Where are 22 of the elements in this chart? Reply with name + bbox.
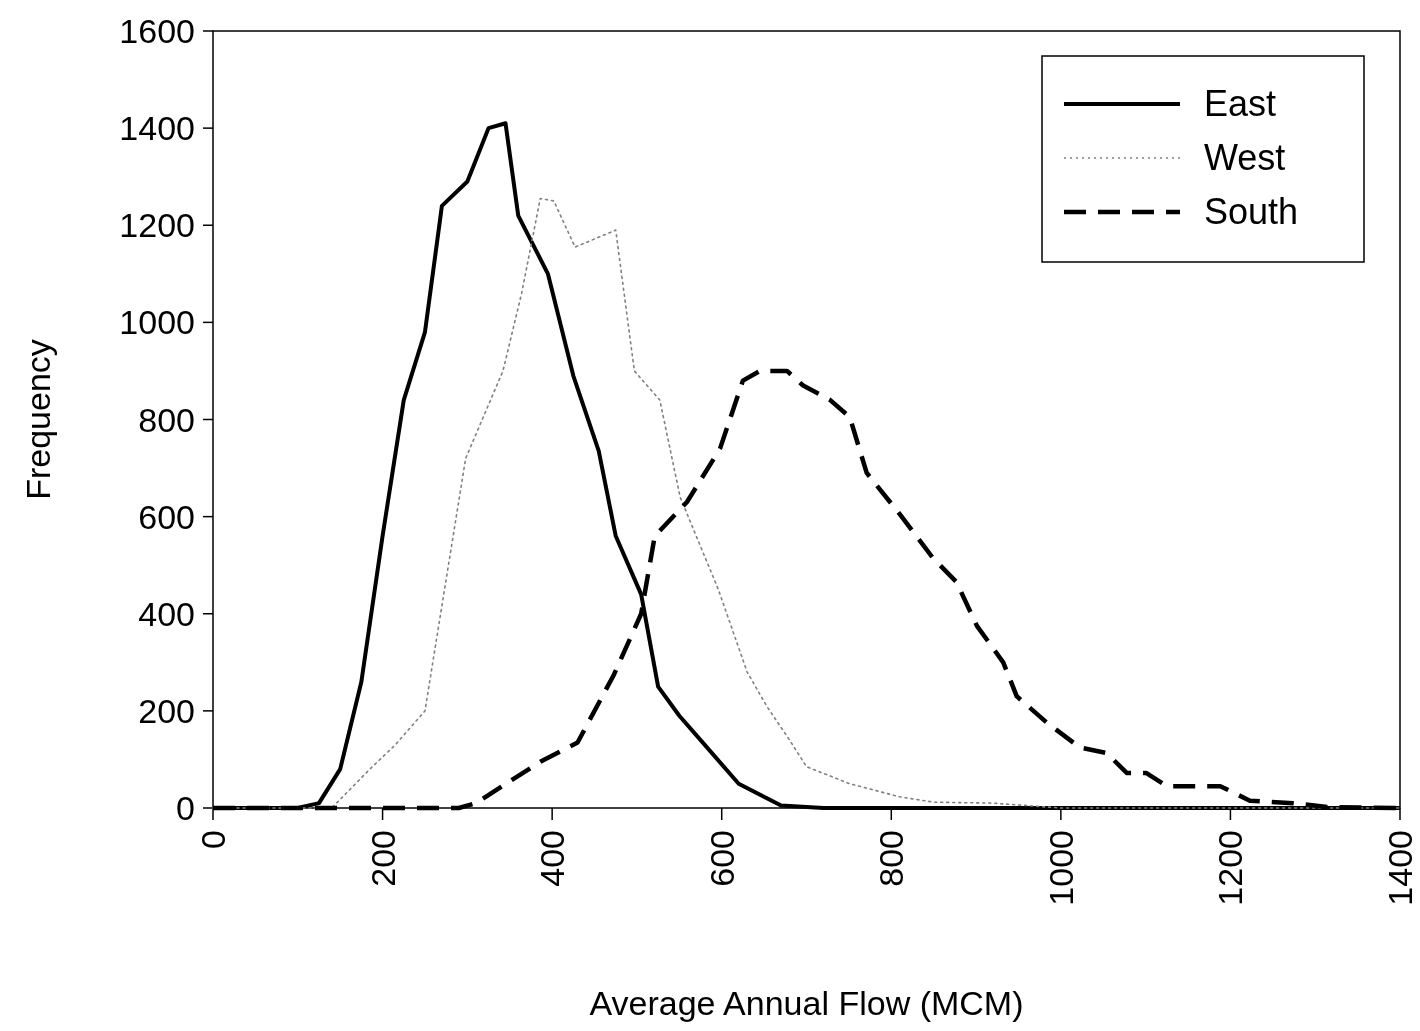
y-tick-label: 400 xyxy=(138,594,195,633)
x-tick-label: 600 xyxy=(702,830,741,887)
y-tick-label: 1000 xyxy=(119,303,195,342)
legend-label: West xyxy=(1204,137,1286,178)
x-tick-label: 1200 xyxy=(1211,830,1250,906)
x-axis-title: Average Annual Flow (MCM) xyxy=(589,984,1024,1022)
y-tick-label: 0 xyxy=(176,789,195,827)
y-tick-label: 1400 xyxy=(119,109,195,148)
x-tick-label: 1000 xyxy=(1041,830,1080,906)
legend-label: East xyxy=(1204,83,1277,124)
x-tick-label: 400 xyxy=(533,830,572,887)
y-tick-label: 1600 xyxy=(119,12,195,50)
y-axis-title: Frequency xyxy=(19,339,57,500)
x-tick-label: 1400 xyxy=(1381,830,1419,906)
y-tick-label: 600 xyxy=(138,497,195,536)
x-tick-label: 800 xyxy=(872,830,911,887)
y-tick-label: 200 xyxy=(138,691,195,730)
legend-label: South xyxy=(1204,191,1299,232)
x-tick-label: 0 xyxy=(194,830,232,849)
y-tick-label: 1200 xyxy=(119,206,195,245)
y-tick-label: 800 xyxy=(138,400,195,439)
x-tick-label: 200 xyxy=(363,830,402,887)
